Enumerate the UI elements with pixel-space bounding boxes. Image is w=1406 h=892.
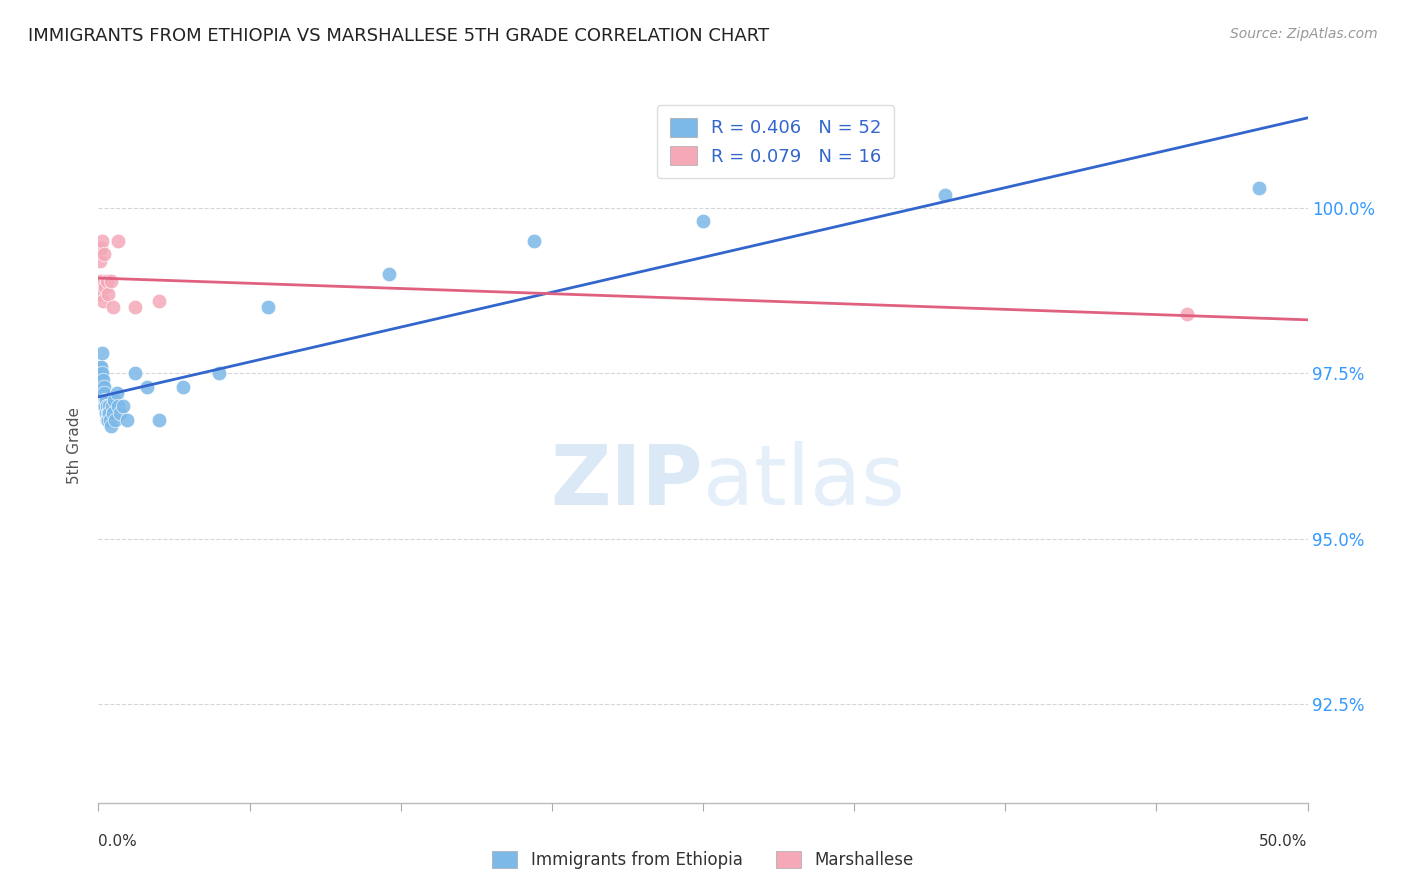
Point bbox=[97, 400, 120, 414]
Point bbox=[90, 386, 112, 401]
Text: Source: ZipAtlas.com: Source: ZipAtlas.com bbox=[1230, 27, 1378, 41]
Point bbox=[934, 188, 956, 202]
Point bbox=[96, 412, 118, 426]
Point bbox=[124, 300, 146, 314]
Point bbox=[90, 274, 112, 288]
Point bbox=[91, 293, 114, 308]
Point bbox=[107, 234, 129, 248]
Point bbox=[101, 406, 124, 420]
Text: 50.0%: 50.0% bbox=[1260, 834, 1308, 849]
Point bbox=[90, 373, 112, 387]
Point bbox=[101, 300, 124, 314]
Point bbox=[91, 234, 114, 248]
Point bbox=[117, 412, 139, 426]
Point bbox=[104, 412, 127, 426]
Text: IMMIGRANTS FROM ETHIOPIA VS MARSHALLESE 5TH GRADE CORRELATION CHART: IMMIGRANTS FROM ETHIOPIA VS MARSHALLESE … bbox=[28, 27, 769, 45]
Point bbox=[97, 412, 120, 426]
Point bbox=[96, 274, 118, 288]
Point bbox=[256, 300, 278, 314]
Point bbox=[208, 367, 231, 381]
Text: ZIP: ZIP bbox=[551, 442, 703, 522]
Point bbox=[97, 287, 120, 301]
Point bbox=[94, 392, 117, 407]
Point bbox=[100, 419, 122, 434]
Point bbox=[692, 214, 714, 228]
Point bbox=[91, 367, 114, 381]
Point bbox=[89, 367, 111, 381]
Point bbox=[91, 346, 114, 360]
Point bbox=[96, 400, 118, 414]
Point bbox=[97, 406, 120, 420]
Point bbox=[105, 386, 128, 401]
Point bbox=[89, 287, 111, 301]
Point bbox=[98, 406, 121, 420]
Point bbox=[377, 267, 399, 281]
Point bbox=[93, 379, 115, 393]
Y-axis label: 5th Grade: 5th Grade bbox=[67, 408, 83, 484]
Point bbox=[90, 386, 112, 401]
Text: 0.0%: 0.0% bbox=[98, 834, 138, 849]
Point bbox=[89, 254, 111, 268]
Point bbox=[148, 412, 170, 426]
Point bbox=[91, 386, 114, 401]
Point bbox=[89, 373, 111, 387]
Point bbox=[89, 359, 111, 374]
Point bbox=[90, 241, 112, 255]
Point bbox=[107, 400, 129, 414]
Legend: Immigrants from Ethiopia, Marshallese: Immigrants from Ethiopia, Marshallese bbox=[482, 841, 924, 880]
Point bbox=[135, 379, 157, 393]
Point bbox=[91, 373, 114, 387]
Point bbox=[100, 274, 122, 288]
Point bbox=[523, 234, 546, 248]
Point bbox=[96, 400, 118, 414]
Point bbox=[111, 400, 134, 414]
Point bbox=[172, 379, 194, 393]
Point bbox=[96, 392, 118, 407]
Point bbox=[90, 379, 112, 393]
Point bbox=[91, 379, 114, 393]
Point bbox=[90, 367, 112, 381]
Point bbox=[148, 293, 170, 308]
Point bbox=[94, 400, 117, 414]
Point bbox=[90, 359, 112, 374]
Point bbox=[100, 400, 122, 414]
Point bbox=[93, 400, 115, 414]
Point bbox=[124, 367, 146, 381]
Point bbox=[93, 247, 115, 261]
Point bbox=[1175, 307, 1198, 321]
Legend: R = 0.406   N = 52, R = 0.079   N = 16: R = 0.406 N = 52, R = 0.079 N = 16 bbox=[657, 105, 894, 178]
Point bbox=[98, 412, 121, 426]
Point bbox=[103, 392, 125, 407]
Point bbox=[94, 406, 117, 420]
Point bbox=[93, 386, 115, 401]
Point bbox=[94, 280, 117, 294]
Point bbox=[90, 379, 112, 393]
Point bbox=[108, 406, 131, 420]
Point bbox=[91, 392, 114, 407]
Text: atlas: atlas bbox=[703, 442, 904, 522]
Point bbox=[1249, 181, 1271, 195]
